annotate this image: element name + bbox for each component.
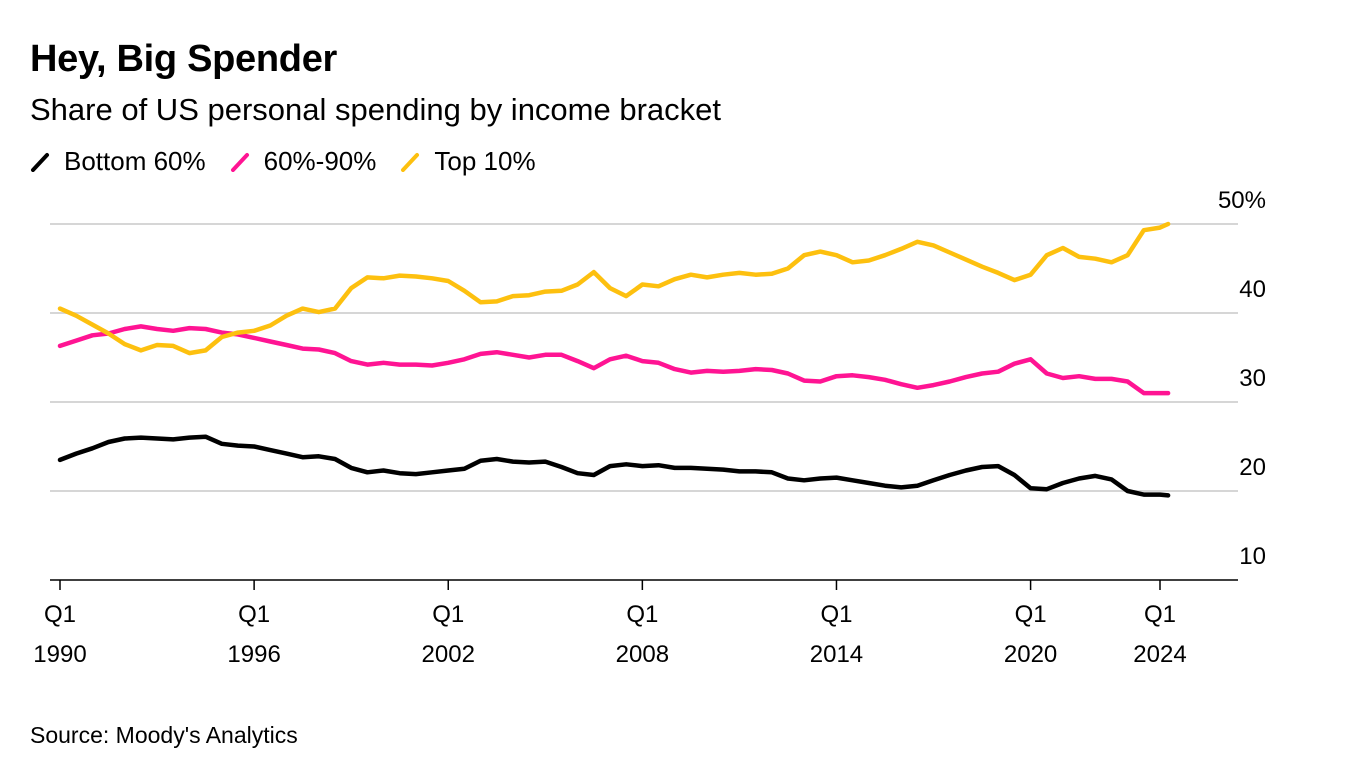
legend-label-bottom-60: Bottom 60% [64, 146, 206, 176]
legend-item-60-90: 60%-90% [230, 146, 377, 177]
x-tick-label-top-1990: Q1 [44, 601, 76, 628]
legend-item-top-10: Top 10% [400, 146, 536, 177]
legend-item-bottom-60: Bottom 60% [30, 146, 206, 177]
x-tick-label-top-2020: Q1 [1015, 601, 1047, 628]
x-tick-label-bottom-1990: 1990 [33, 641, 86, 668]
x-tick-label-bottom-2008: 2008 [616, 641, 669, 668]
y-tick-label-50: 50% [1218, 187, 1266, 214]
chart-legend: Bottom 60% 60%-90% Top 10% [30, 146, 560, 177]
y-tick-label-20: 20 [1239, 454, 1266, 481]
y-tick-label-40: 40 [1239, 276, 1266, 303]
x-tick-label-top-2002: Q1 [432, 601, 464, 628]
x-tick-label-bottom-1996: 1996 [227, 641, 280, 668]
y-tick-label-10: 10 [1239, 543, 1266, 570]
chart-title: Hey, Big Spender [30, 38, 338, 80]
x-tick-label-bottom-2002: 2002 [422, 641, 475, 668]
legend-swatch-bottom-60 [30, 152, 50, 172]
legend-swatch-60-90 [230, 152, 250, 172]
x-tick-label-top-1996: Q1 [238, 601, 270, 628]
legend-swatch-top-10 [400, 152, 420, 172]
series-line-60-90 [57, 324, 1171, 396]
x-tick-label-top-2024: Q1 [1144, 601, 1176, 628]
legend-label-60-90: 60%-90% [263, 146, 377, 176]
x-tick-label-top-2008: Q1 [626, 601, 658, 628]
series-line-bottom-60 [57, 434, 1171, 498]
x-tick-label-bottom-2024: 2024 [1133, 641, 1186, 668]
source-note: Source: Moody's Analytics [30, 722, 298, 748]
chart-subtitle: Share of US personal spending by income … [30, 92, 722, 127]
x-tick-label-bottom-2020: 2020 [1004, 641, 1057, 668]
x-tick-label-top-2014: Q1 [820, 601, 852, 628]
y-tick-label-30: 30 [1239, 365, 1266, 392]
x-tick-label-bottom-2014: 2014 [810, 641, 863, 668]
series-line-top-10 [57, 221, 1171, 356]
legend-label-top-10: Top 10% [434, 146, 536, 176]
